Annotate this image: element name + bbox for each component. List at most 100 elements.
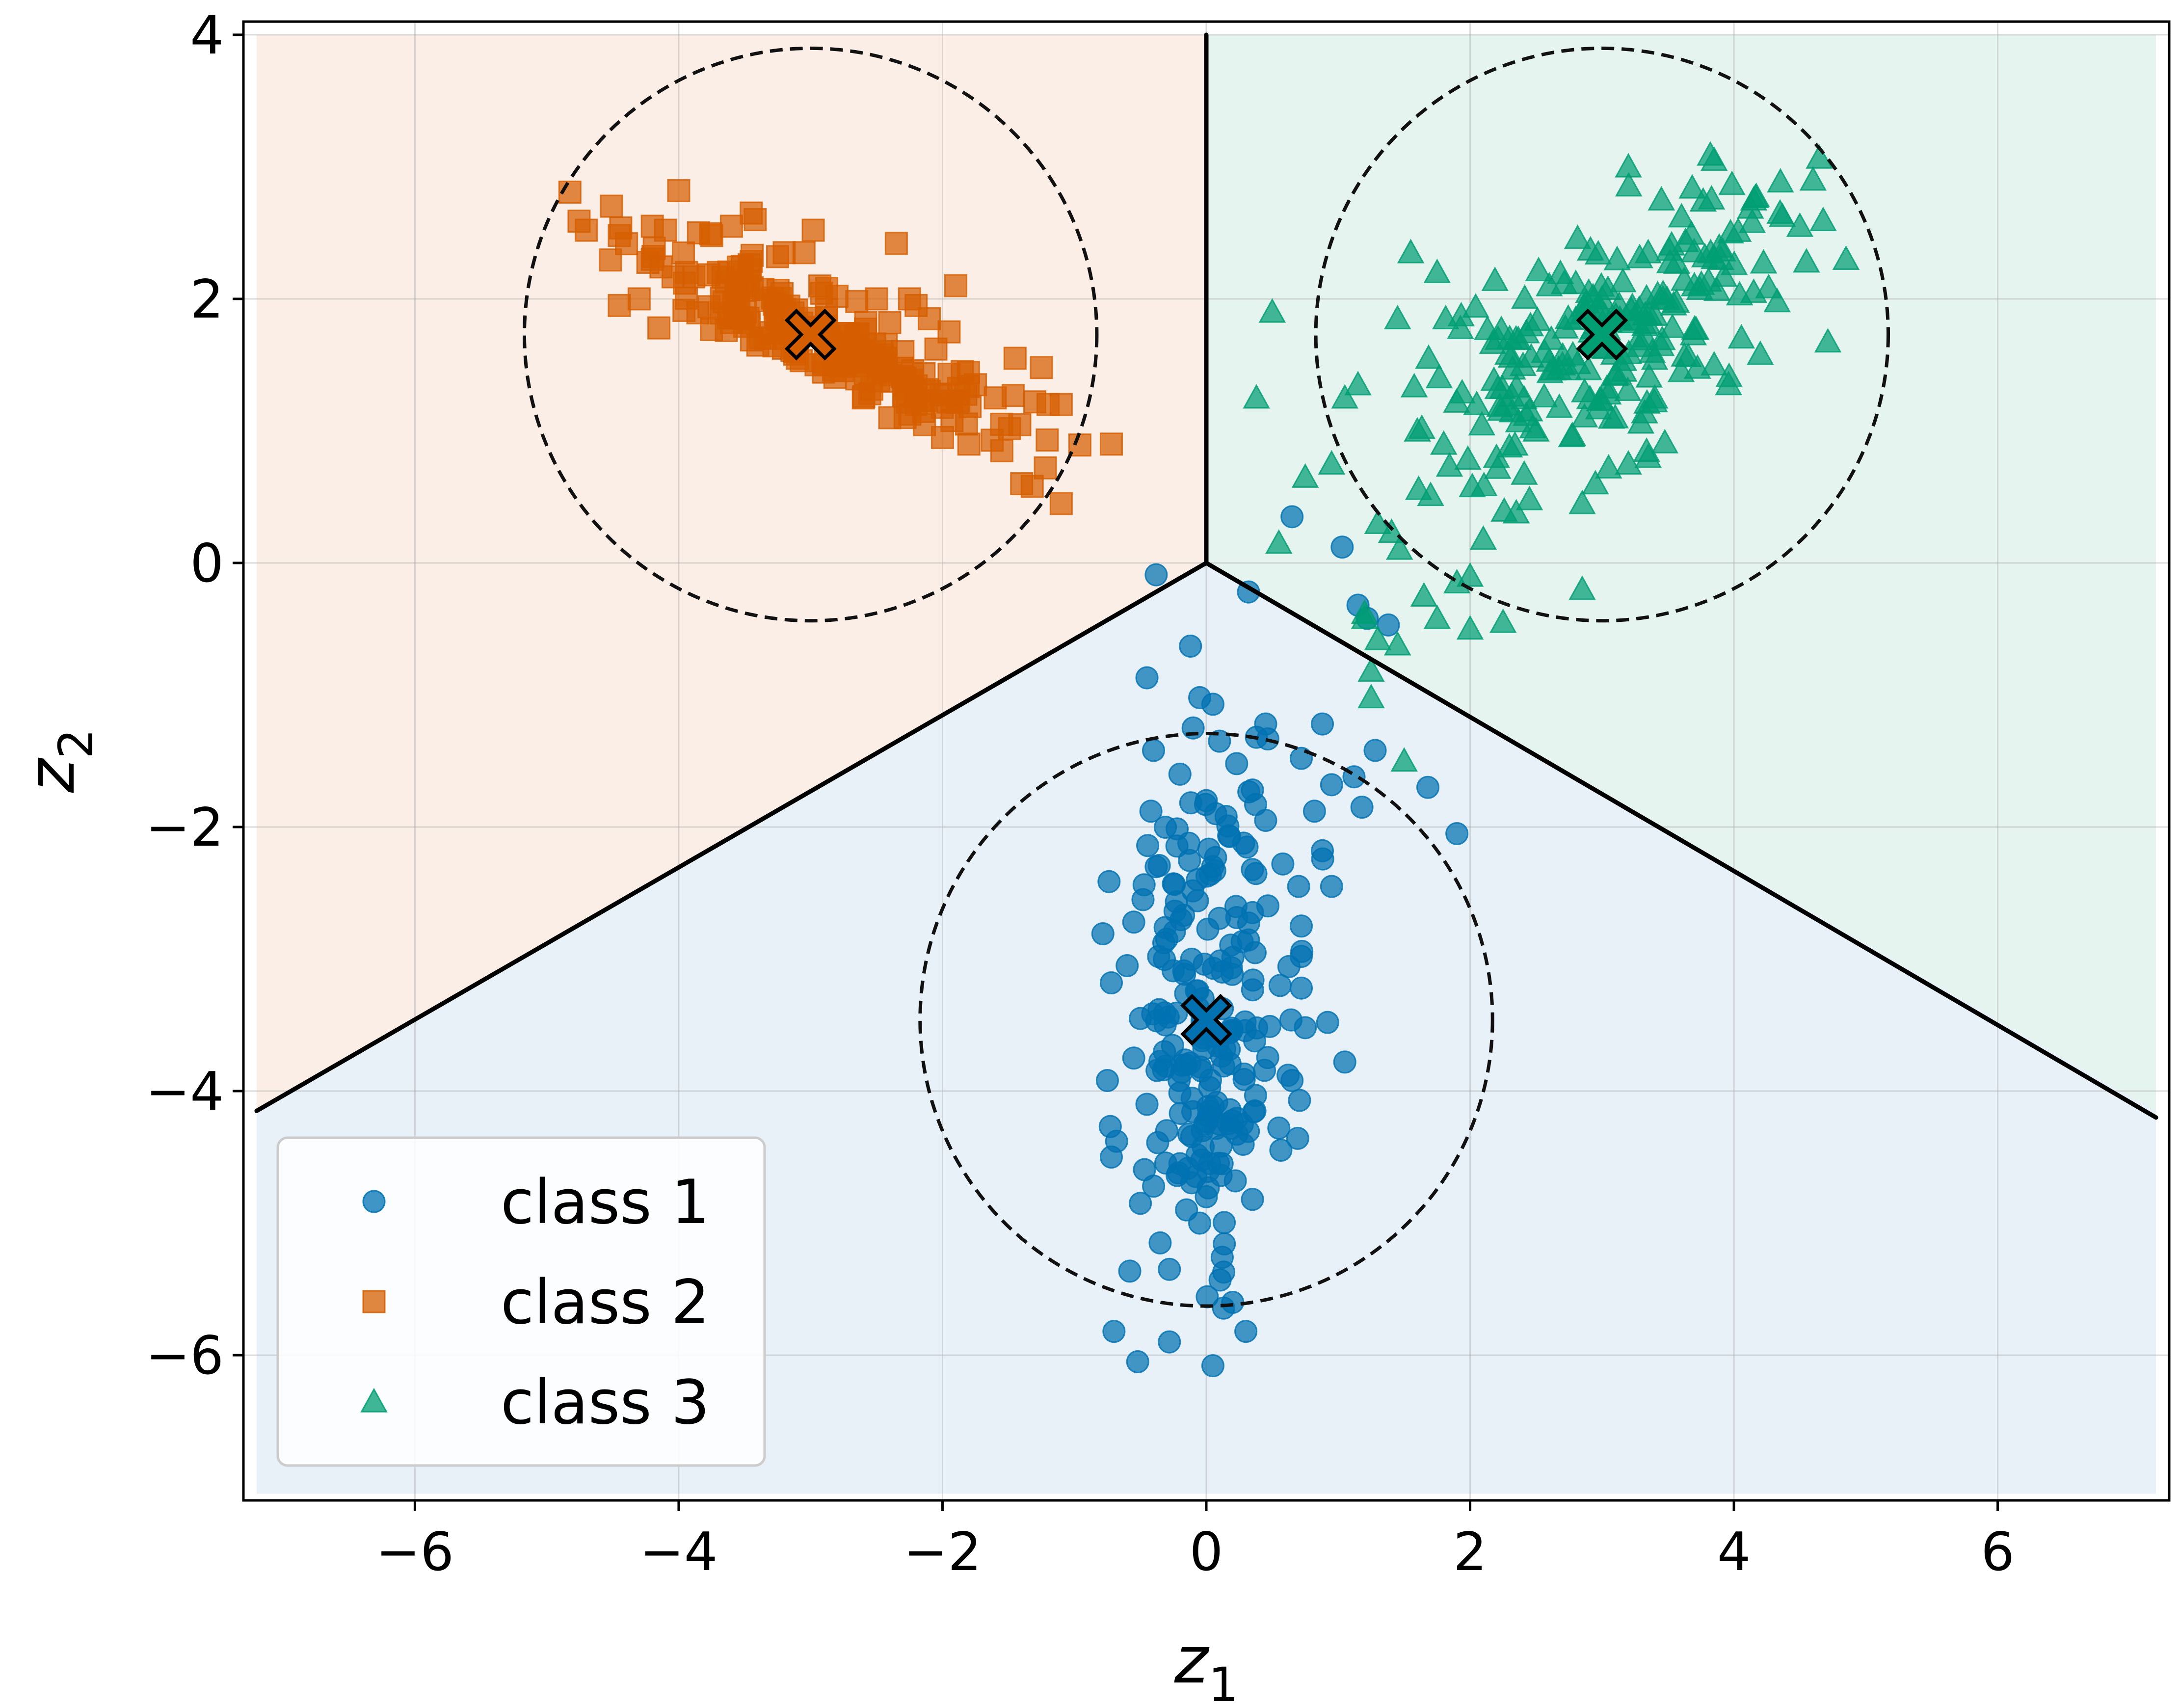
data-point-class-1 bbox=[1210, 1044, 1233, 1068]
centroid-marker-class-2 bbox=[784, 308, 837, 361]
data-point-class-2 bbox=[772, 241, 796, 265]
data-point-class-1 bbox=[1177, 1122, 1200, 1146]
data-point-class-3 bbox=[1681, 315, 1708, 340]
data-point-class-1 bbox=[1218, 1098, 1242, 1121]
data-point-class-1 bbox=[1118, 1259, 1142, 1283]
data-point-class-3 bbox=[1700, 351, 1728, 376]
data-point-class-2 bbox=[1099, 432, 1123, 456]
legend-entry-class-1: class 1 bbox=[362, 1167, 710, 1238]
data-point-class-3 bbox=[1454, 445, 1482, 470]
x-tick-label: −2 bbox=[903, 1521, 982, 1583]
data-point-class-3 bbox=[1653, 285, 1681, 310]
data-point-class-1 bbox=[1188, 1211, 1212, 1235]
data-point-class-3 bbox=[1633, 437, 1660, 462]
y-tick-label: 4 bbox=[190, 5, 224, 66]
region-class-3 bbox=[1206, 34, 2156, 1112]
data-point-class-3 bbox=[1408, 414, 1436, 439]
data-point-class-3 bbox=[1291, 463, 1319, 488]
data-point-class-1 bbox=[1311, 712, 1334, 736]
data-point-class-2 bbox=[1034, 456, 1057, 480]
data-point-class-3 bbox=[1513, 319, 1540, 344]
data-point-class-2 bbox=[898, 287, 921, 311]
data-point-class-3 bbox=[1755, 273, 1782, 298]
data-point-class-2 bbox=[893, 406, 917, 429]
dashed-circle bbox=[918, 732, 1494, 1308]
data-point-class-1 bbox=[1268, 974, 1292, 997]
data-point-class-1 bbox=[1116, 954, 1139, 977]
data-point-class-1 bbox=[1302, 800, 1326, 823]
data-point-class-2 bbox=[567, 210, 591, 233]
data-point-class-2 bbox=[615, 232, 638, 256]
data-point-class-3 bbox=[1243, 384, 1270, 409]
data-point-class-3 bbox=[1265, 529, 1293, 554]
data-point-class-1 bbox=[1256, 894, 1279, 918]
legend-entries: class 1 class 2 class 3 bbox=[360, 1167, 710, 1438]
data-point-class-1 bbox=[1132, 873, 1156, 897]
data-point-class-1 bbox=[1290, 976, 1313, 1000]
data-point-class-1 bbox=[1277, 955, 1301, 978]
data-point-class-3 bbox=[1397, 239, 1425, 264]
legend: class 1 class 2 class 3 bbox=[276, 1136, 766, 1467]
data-point-class-3 bbox=[1435, 452, 1463, 477]
data-point-class-3 bbox=[1432, 304, 1460, 329]
data-point-class-2 bbox=[1003, 347, 1027, 370]
data-point-class-1 bbox=[1148, 1049, 1172, 1073]
data-point-class-1 bbox=[1097, 870, 1121, 893]
data-point-class-2 bbox=[801, 218, 825, 242]
data-point-class-3 bbox=[1446, 314, 1474, 339]
legend-marker-class-1 bbox=[362, 1190, 386, 1213]
series-class-3 bbox=[1243, 141, 1860, 772]
data-point-class-3 bbox=[1448, 378, 1476, 403]
x-tick-label: −4 bbox=[639, 1521, 717, 1583]
data-point-class-1 bbox=[1178, 849, 1201, 872]
data-point-class-3 bbox=[1763, 288, 1791, 313]
data-point-class-3 bbox=[1594, 380, 1622, 405]
data-point-class-3 bbox=[1832, 245, 1860, 270]
data-point-class-2 bbox=[719, 214, 743, 238]
data-point-class-1 bbox=[1102, 1320, 1126, 1343]
data-point-class-1 bbox=[1170, 1061, 1194, 1084]
data-point-class-2 bbox=[740, 328, 763, 352]
data-point-class-1 bbox=[1267, 1116, 1291, 1140]
data-point-class-1 bbox=[1225, 906, 1249, 930]
data-point-class-3 bbox=[1423, 258, 1451, 283]
y-tick-label: −4 bbox=[146, 1061, 224, 1122]
data-point-class-1 bbox=[1136, 834, 1160, 857]
data-point-class-1 bbox=[1290, 914, 1313, 938]
data-point-class-3 bbox=[1400, 373, 1428, 398]
data-point-class-3 bbox=[1697, 141, 1724, 166]
decision-boundary bbox=[254, 32, 2158, 1120]
data-point-class-3 bbox=[1695, 267, 1723, 292]
y-tick-label: 2 bbox=[190, 269, 224, 330]
data-point-class-2 bbox=[880, 370, 904, 393]
data-point-class-1 bbox=[1279, 1008, 1302, 1032]
data-point-class-1 bbox=[1122, 1046, 1145, 1070]
class-centroids bbox=[784, 308, 1628, 1046]
data-point-class-1 bbox=[1244, 1084, 1267, 1107]
data-point-class-2 bbox=[958, 395, 982, 418]
data-point-class-3 bbox=[1738, 208, 1766, 233]
data-point-class-3 bbox=[1594, 454, 1622, 479]
data-point-class-1 bbox=[1213, 1211, 1236, 1234]
data-point-class-1 bbox=[1201, 855, 1224, 879]
data-point-class-3 bbox=[1570, 402, 1598, 427]
data-point-class-3 bbox=[1633, 389, 1661, 414]
y-axis-ticks: −6 −4 −2 0 2 4 bbox=[146, 5, 243, 1387]
data-point-class-3 bbox=[1767, 168, 1794, 193]
data-point-class-2 bbox=[627, 287, 651, 311]
data-point-class-2 bbox=[727, 292, 751, 315]
data-point-class-1 bbox=[1330, 535, 1354, 559]
data-point-class-3 bbox=[1641, 345, 1669, 370]
data-point-class-1 bbox=[1158, 1257, 1181, 1281]
data-point-class-1 bbox=[1271, 852, 1295, 876]
data-point-class-3 bbox=[1672, 227, 1700, 252]
y-tick-label: 0 bbox=[190, 533, 224, 594]
data-point-class-1 bbox=[1316, 1011, 1339, 1034]
radius-circles bbox=[522, 46, 1890, 1308]
data-point-class-2 bbox=[1049, 393, 1073, 416]
data-point-class-3 bbox=[1351, 604, 1379, 629]
data-point-class-3 bbox=[1615, 450, 1642, 475]
data-point-class-2 bbox=[863, 332, 886, 356]
data-point-class-2 bbox=[823, 366, 847, 389]
